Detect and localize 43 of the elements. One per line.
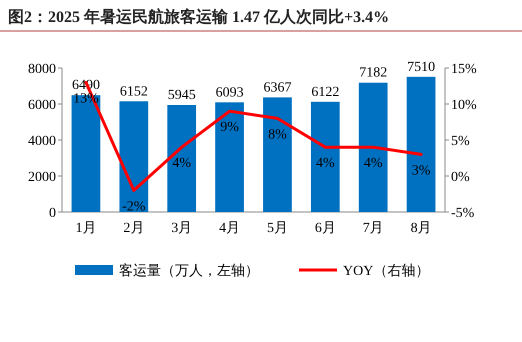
bar bbox=[406, 76, 436, 212]
y2-tick-label: -5% bbox=[451, 206, 475, 221]
x-tick-label: 6月 bbox=[314, 221, 336, 236]
data-label: 5945 bbox=[168, 88, 196, 103]
data-label: 6152 bbox=[120, 84, 148, 100]
y-tick-label: 8000 bbox=[28, 62, 56, 77]
data-label: 6367 bbox=[263, 80, 292, 96]
x-tick-label: 7月 bbox=[362, 221, 384, 236]
bar bbox=[263, 97, 292, 212]
data-label: 4% bbox=[316, 156, 335, 172]
legend-label: 客运量（万人，左轴） bbox=[119, 263, 259, 279]
data-label: 4% bbox=[364, 156, 383, 172]
bar bbox=[119, 101, 148, 212]
legend-label: YOY（右轴） bbox=[343, 263, 430, 279]
data-label: 7510 bbox=[407, 60, 436, 75]
data-label: -2% bbox=[122, 199, 146, 214]
chart-title: 图2：2025 年暑运民航旅客运输 1.47 亿人次同比+3.4% bbox=[8, 7, 390, 26]
data-label: 6122 bbox=[311, 84, 340, 100]
y-tick-label: 0 bbox=[49, 206, 56, 221]
x-tick-label: 8月 bbox=[410, 221, 432, 236]
y-tick-label: 6000 bbox=[28, 98, 56, 113]
data-label: 3% bbox=[412, 163, 431, 178]
x-tick-label: 2月 bbox=[123, 221, 144, 236]
data-label: 4% bbox=[172, 156, 192, 172]
bar bbox=[358, 82, 388, 212]
y2-tick-label: 0% bbox=[451, 170, 470, 185]
y-tick-label: 4000 bbox=[28, 134, 56, 149]
data-label: 9% bbox=[220, 120, 240, 136]
y2-tick-label: 15% bbox=[451, 62, 477, 77]
x-tick-label: 4月 bbox=[219, 221, 240, 236]
x-tick-label: 5月 bbox=[266, 221, 288, 236]
bar bbox=[167, 104, 196, 212]
data-label: 6093 bbox=[216, 85, 244, 100]
y2-tick-label: 10% bbox=[451, 98, 477, 113]
x-tick-label: 3月 bbox=[171, 221, 192, 236]
y-tick-label: 2000 bbox=[28, 170, 56, 185]
bar bbox=[310, 102, 340, 212]
data-label: 8% bbox=[268, 127, 288, 142]
bar bbox=[215, 102, 244, 212]
x-tick-label: 1月 bbox=[75, 221, 96, 236]
bar bbox=[72, 95, 100, 212]
data-label: 7182 bbox=[359, 66, 388, 81]
y2-tick-label: 5% bbox=[451, 134, 470, 149]
